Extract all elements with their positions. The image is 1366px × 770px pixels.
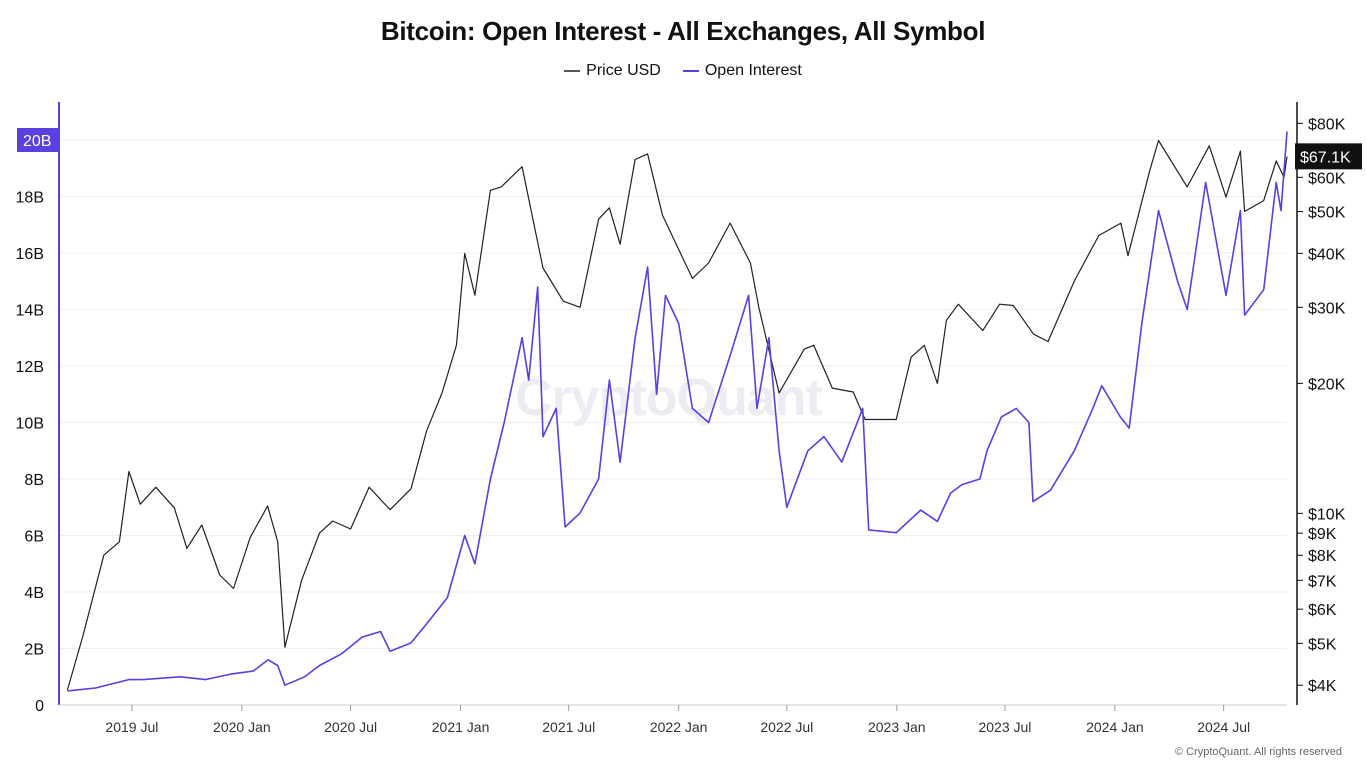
left-tick-label-2: 4B	[24, 585, 44, 602]
x-tick-label-4: 2021 Jul	[542, 719, 595, 735]
left-tick-label-0: 0	[35, 698, 44, 715]
x-tick-label-2: 2020 Jul	[324, 719, 377, 735]
left-tick-label-7: 14B	[16, 303, 44, 320]
x-tick-label-10: 2024 Jul	[1197, 719, 1250, 735]
right-tick-label-1: $5K	[1308, 636, 1337, 653]
series-line-open-interest	[67, 131, 1288, 692]
left-tick-label-4: 8B	[24, 472, 44, 489]
copyright-notice: © CryptoQuant. All rights reserved	[1174, 746, 1342, 758]
x-tick-label-3: 2021 Jan	[432, 719, 490, 735]
left-tick-label-9: 18B	[16, 190, 44, 207]
x-tick-label-8: 2023 Jul	[978, 719, 1031, 735]
chart-legend: Price USD Open Interest	[0, 62, 1366, 80]
left-tick-label-3: 6B	[24, 529, 44, 546]
left-tick-label-10: 20B	[23, 133, 51, 150]
right-tick-label-4: $8K	[1308, 548, 1337, 565]
legend-item-price[interactable]: Price USD	[564, 62, 661, 80]
chart-title: Bitcoin: Open Interest - All Exchanges, …	[380, 16, 986, 46]
right-tick-label-5: $9K	[1308, 526, 1337, 543]
right-tick-label-10: $50K	[1308, 205, 1346, 222]
current-price-badge	[1295, 143, 1362, 170]
x-tick-label-9: 2024 Jan	[1086, 719, 1144, 735]
legend-label-open-interest: Open Interest	[704, 62, 802, 79]
left-tick-label-5: 10B	[16, 416, 44, 433]
right-tick-label-7: $20K	[1308, 376, 1346, 393]
right-tick-label-9: $40K	[1308, 246, 1346, 263]
right-tick-label-6: $10K	[1308, 506, 1346, 523]
x-tick-label-0: 2019 Jul	[105, 719, 158, 735]
legend-swatch-price	[564, 70, 581, 72]
current-price-label: $67.1K	[1300, 149, 1351, 166]
legend-item-open-interest[interactable]: Open Interest	[682, 62, 802, 80]
right-tick-label-2: $6K	[1308, 602, 1337, 619]
left-tick-label-8: 16B	[16, 246, 44, 263]
x-tick-label-5: 2022 Jan	[650, 719, 708, 735]
left-tick-label-1: 2B	[24, 642, 44, 659]
legend-swatch-open-interest	[682, 70, 699, 72]
right-tick-label-11: $60K	[1308, 170, 1346, 187]
watermark: CryptoQuant	[515, 369, 823, 427]
left-axis-highlight-box	[17, 128, 59, 152]
x-tick-label-6: 2022 Jul	[760, 719, 813, 735]
x-tick-label-1: 2020 Jan	[213, 719, 271, 735]
x-tick-label-7: 2023 Jan	[868, 719, 926, 735]
left-tick-label-6: 12B	[16, 359, 44, 376]
right-tick-label-12: $80K	[1308, 116, 1346, 133]
right-tick-label-0: $4K	[1308, 678, 1337, 695]
right-tick-label-3: $7K	[1308, 573, 1337, 590]
series-line-price-usd	[66, 139, 1288, 691]
legend-label-price: Price USD	[586, 62, 661, 79]
right-tick-label-8: $30K	[1308, 300, 1346, 317]
